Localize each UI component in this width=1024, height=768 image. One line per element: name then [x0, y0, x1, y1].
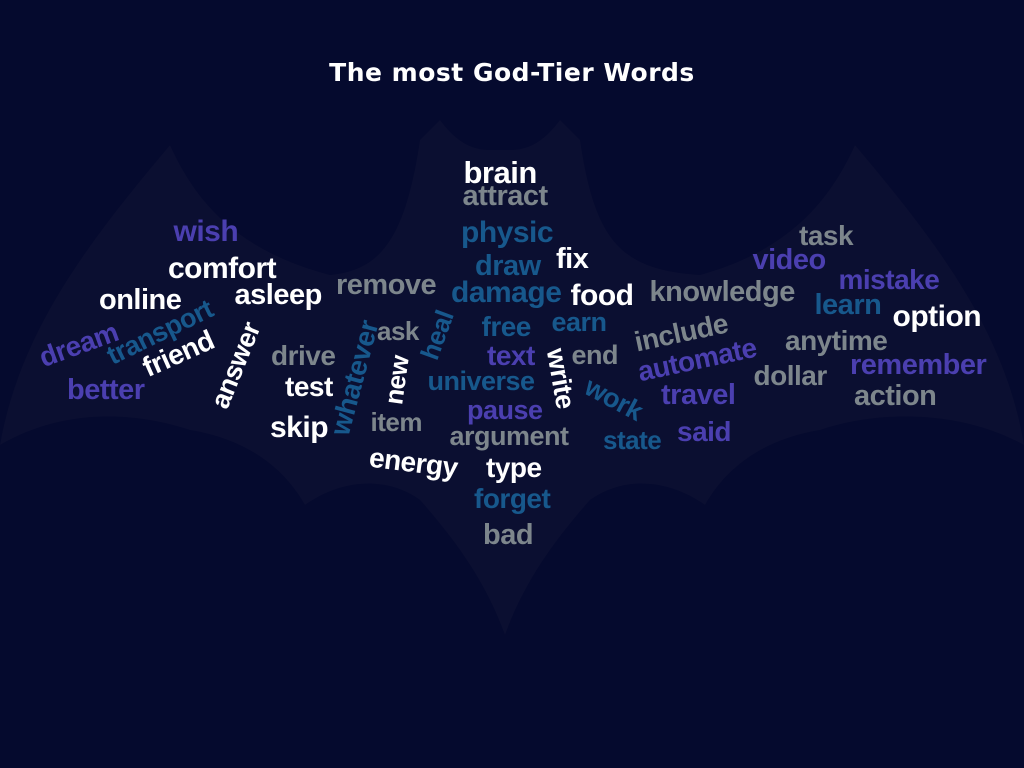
word-knowledge: knowledge	[649, 275, 796, 308]
word-task: task	[799, 220, 854, 251]
word-forget: forget	[474, 483, 551, 514]
word-drive: drive	[271, 340, 336, 371]
word-food: food	[570, 279, 634, 312]
bat-silhouette-shape	[0, 120, 1024, 635]
chart-title: The most God-Tier Words	[329, 58, 695, 87]
word-better: better	[67, 373, 145, 406]
word-option: option	[892, 300, 982, 333]
word-heal: heal	[414, 306, 460, 364]
word-answer: answer	[204, 317, 267, 413]
word-attract: attract	[462, 179, 549, 212]
word-remember: remember	[850, 348, 987, 381]
word-fix: fix	[556, 242, 589, 275]
word-comfort: comfort	[168, 252, 277, 285]
word-test: test	[285, 371, 333, 402]
word-bad: bad	[483, 518, 534, 551]
word-universe: universe	[427, 365, 536, 396]
word-ask: ask	[377, 316, 419, 346]
word-remove: remove	[336, 268, 437, 301]
word-new: new	[377, 353, 415, 407]
word-text: text	[487, 340, 535, 371]
word-video: video	[752, 243, 827, 276]
word-asleep: asleep	[234, 278, 323, 311]
word-skip: skip	[270, 411, 329, 444]
word-physic: physic	[461, 216, 554, 249]
word-anytime: anytime	[785, 325, 888, 356]
word-action: action	[854, 379, 937, 412]
word-dollar: dollar	[753, 360, 828, 391]
word-work: work	[579, 370, 648, 427]
word-argument: argument	[449, 420, 570, 451]
word-earn: earn	[551, 306, 608, 337]
word-type: type	[486, 452, 542, 483]
word-said: said	[677, 416, 732, 447]
word-item: item	[370, 407, 423, 437]
word-energy: energy	[367, 441, 459, 484]
word-travel: travel	[661, 378, 736, 411]
word-mistake: mistake	[838, 264, 940, 295]
word-free: free	[481, 311, 532, 342]
word-dream: dream	[34, 316, 123, 374]
word-damage: damage	[451, 276, 562, 309]
word-draw: draw	[475, 249, 541, 282]
word-state: state	[603, 425, 662, 455]
word-online: online	[99, 283, 182, 316]
word-wish: wish	[173, 215, 239, 248]
word-brain: brain	[463, 154, 538, 190]
word-pause: pause	[467, 394, 543, 425]
word-learn: learn	[814, 288, 882, 321]
word-end: end	[571, 339, 619, 370]
